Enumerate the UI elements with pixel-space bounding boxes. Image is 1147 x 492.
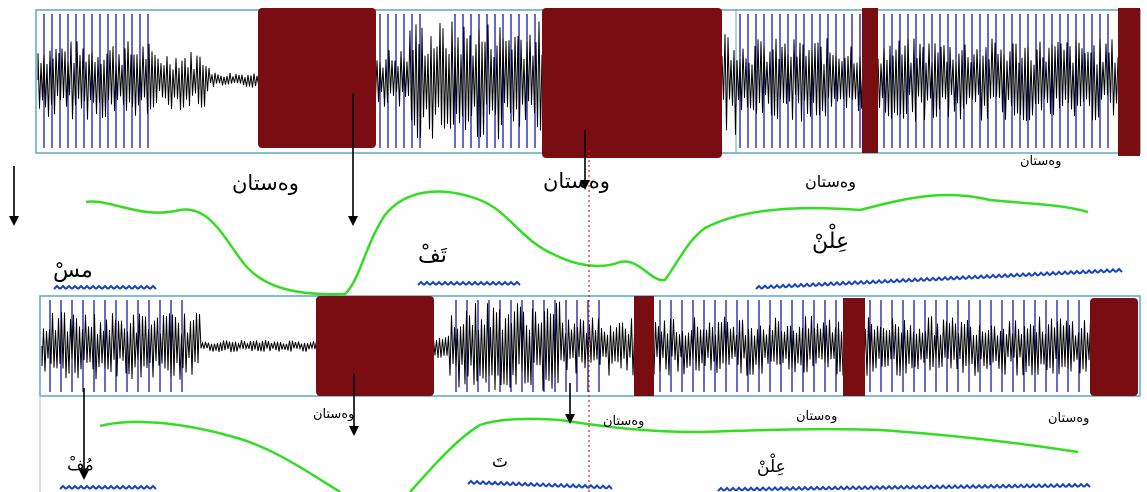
top-pause-block-2 (542, 8, 722, 158)
arrow-down-icon (565, 414, 575, 424)
arrow-down-icon (580, 180, 590, 190)
bottom-word-3: عِلْنْ (757, 453, 786, 477)
top-pause-block-4 (1118, 8, 1140, 156)
bottom-pause-label-1: وەستان (313, 407, 354, 422)
arrow-down-icon (349, 426, 359, 436)
top-word-2: تَفْ (418, 242, 447, 268)
top-intensity-marks (53, 267, 1123, 290)
top-pause-label-4: وەستان (1020, 154, 1061, 169)
arrow-down-icon (348, 216, 358, 226)
bottom-pause-label-2: وەستان (603, 414, 644, 429)
top-word-3: عِلْنْ (812, 222, 849, 254)
arrow-down-icon (9, 216, 19, 226)
bottom-pause-block-1 (316, 296, 434, 396)
bottom-intensity-marks (59, 479, 1091, 492)
top-pause-block-3 (862, 8, 878, 153)
bottom-pause-label-4: وەستان (1048, 411, 1089, 426)
bottom-pause-block-3 (843, 298, 865, 396)
top-word-1: مسْ (53, 258, 93, 283)
bottom-panel: وەستان وەستان وەستان وەستان مُفْ تَ عِلْ… (39, 295, 1141, 492)
top-pause-block-1 (258, 8, 376, 148)
top-pause-label-3: وەستان (805, 172, 856, 192)
bottom-word-2: تَ (492, 452, 508, 472)
arrow-down-icon (79, 470, 89, 480)
top-pause-label-2: وەستان (543, 169, 610, 193)
top-pause-label-1: وەستان (232, 171, 299, 195)
top-pitch-contour (85, 190, 1089, 296)
bottom-pitch-contour (99, 417, 1079, 492)
bottom-pause-block-4 (1090, 298, 1138, 396)
bottom-pause-block-2 (634, 296, 654, 396)
annotation-arrows (9, 94, 590, 480)
bottom-waveform (41, 301, 1138, 391)
bottom-pause-label-3: وەستان (796, 409, 837, 424)
top-panel: وەستان وەستان وەستان وەستان مسْ تَفْ عِل… (35, 8, 1141, 296)
